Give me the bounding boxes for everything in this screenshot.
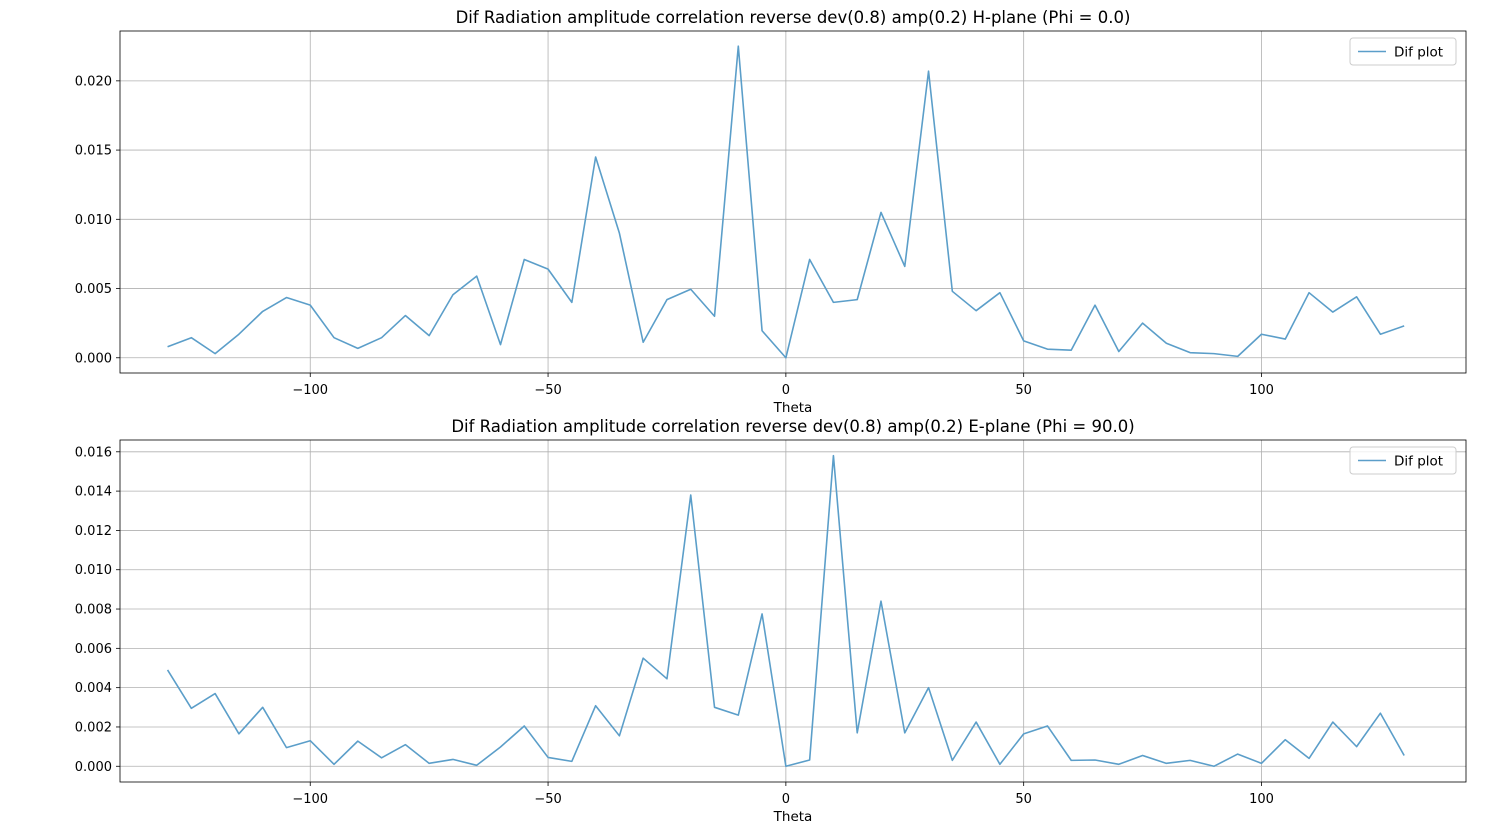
x-axis-label: Theta bbox=[773, 400, 813, 416]
x-axis-label: Theta bbox=[773, 809, 813, 825]
x-tick-label: 100 bbox=[1249, 792, 1274, 807]
y-tick-label: 0.016 bbox=[75, 445, 112, 460]
x-tick-label: −100 bbox=[292, 792, 328, 807]
legend: Dif plot bbox=[1349, 37, 1457, 66]
y-tick-label: 0.015 bbox=[75, 144, 112, 159]
plot-frame bbox=[119, 439, 1467, 783]
chart-title: Dif Radiation amplitude correlation reve… bbox=[456, 8, 1131, 27]
x-tick-label: −100 bbox=[292, 383, 328, 398]
x-tick-label: 50 bbox=[1015, 792, 1032, 807]
y-tick-label: 0.014 bbox=[75, 485, 112, 500]
x-tick-label: 50 bbox=[1015, 383, 1032, 398]
y-tick-label: 0.020 bbox=[75, 74, 112, 89]
series-line-1 bbox=[166, 454, 1405, 768]
series-line-1 bbox=[167, 45, 1405, 359]
y-tick-label: 0.010 bbox=[75, 563, 112, 578]
x-tick-label: 0 bbox=[782, 383, 790, 398]
legend-box bbox=[1349, 446, 1457, 475]
y-tick-label: 0.008 bbox=[75, 603, 112, 618]
x-tick-label: −50 bbox=[534, 383, 561, 398]
x-tick-label: 100 bbox=[1249, 383, 1274, 398]
legend-label: Dif plot bbox=[1394, 454, 1443, 470]
x-tick-label: −50 bbox=[534, 792, 561, 807]
y-tick-label: 0.006 bbox=[75, 642, 112, 657]
chart-panel-2: −100 −50 0 50 100 0.000 0.002 0.004 0.006 0.008 0.… bbox=[75, 417, 1467, 825]
y-tick-label: 0.010 bbox=[75, 213, 112, 228]
y-tick-label: 0.012 bbox=[75, 524, 112, 539]
legend-label: Dif plot bbox=[1394, 45, 1443, 61]
x-tick-label: 0 bbox=[782, 792, 790, 807]
y-tick-label: 0.004 bbox=[75, 681, 112, 696]
chart-panel-1: −100 −50 0 50 100 0.000 0.005 0.010 0.015 0.020 Di… bbox=[75, 8, 1467, 416]
plot-frame bbox=[119, 30, 1467, 374]
y-tick-label: 0.005 bbox=[75, 282, 112, 297]
y-tick-label: 0.000 bbox=[75, 760, 112, 775]
y-tick-label: 0.002 bbox=[75, 720, 112, 735]
legend: Dif plot bbox=[1349, 446, 1457, 475]
y-tick-label: 0.000 bbox=[75, 351, 112, 366]
legend-box bbox=[1349, 37, 1457, 66]
chart-title: Dif Radiation amplitude correlation reve… bbox=[451, 417, 1134, 436]
